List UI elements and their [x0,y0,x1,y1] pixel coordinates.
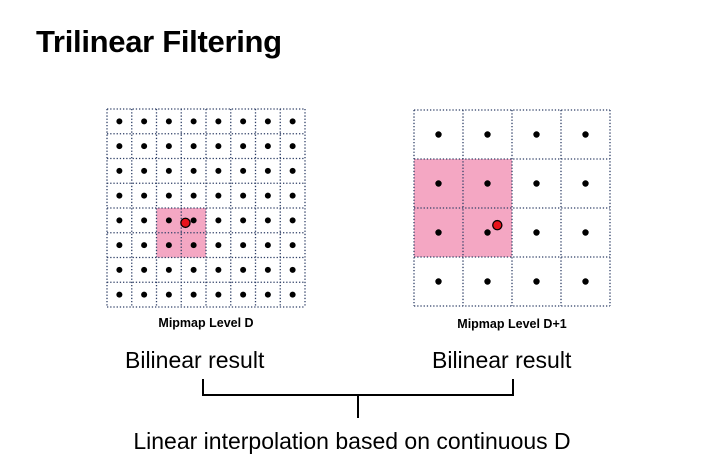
texel-center-dot [289,242,296,249]
texel-center-dot [264,266,271,273]
texel-center-dot [240,118,247,125]
texel-center-dot [190,217,197,224]
texel-center-dot [484,180,491,187]
texel-center-dot [240,167,247,174]
texel-center-dot [240,266,247,273]
texel-center-dot [190,118,197,125]
sample-point [492,219,503,231]
mipmap-level-d-plus-1-caption: Mipmap Level D+1 [457,317,567,331]
texel-center-dot [289,291,296,298]
texel-center-dot [533,180,540,187]
texel-center-dot [165,242,172,249]
texel-center-dot [116,167,123,174]
texel-center-dot [165,167,172,174]
texel-center-dot [141,167,148,174]
texel-center-dot [289,167,296,174]
texel-center-dot [165,266,172,273]
texel-center-dot [264,167,271,174]
texel-center-dot [215,242,222,249]
texel-center-dot [435,131,442,138]
texel-center-dot [264,242,271,249]
texel-center-dot [215,192,222,199]
texel-center-dot [435,229,442,236]
texel-center-dot [264,217,271,224]
sample-point [180,217,191,229]
bilinear-result-right: Bilinear result [432,347,572,373]
texel-center-dot [116,242,123,249]
texel-center-dot [264,192,271,199]
texel-center-dot [141,118,148,125]
texel-center-dot [264,118,271,125]
texel-center-dot [165,143,172,150]
linear-interpolation-label: Linear interpolation based on continuous… [133,428,571,454]
texel-center-dot [289,192,296,199]
texel-center-dot [533,278,540,285]
texel-center-dot [264,143,271,150]
texel-center-dot [190,266,197,273]
texel-center-dot [582,229,589,236]
texel-center-dot [289,143,296,150]
texel-center-dot [116,266,123,273]
texel-center-dot [533,229,540,236]
texel-center-dot [582,278,589,285]
texel-center-dot [289,118,296,125]
texel-center-dot [141,242,148,249]
texel-center-dot [289,266,296,273]
texel-center-dot [190,192,197,199]
mipmap-grid-level-d [106,108,306,308]
texel-center-dot [435,180,442,187]
texel-center-dot [116,291,123,298]
texel-center-dot [240,291,247,298]
texel-center-dot [240,143,247,150]
texel-center-dot [215,266,222,273]
texel-center-dot [289,217,296,224]
texel-center-dot [141,291,148,298]
texel-center-dot [215,118,222,125]
texel-center-dot [141,266,148,273]
texel-center-dot [165,291,172,298]
texel-center-dot [484,229,491,236]
texel-center-dot [533,131,540,138]
texel-center-dot [582,180,589,187]
texel-center-dot [190,143,197,150]
texel-center-dot [116,217,123,224]
texel-center-dot [240,242,247,249]
texel-center-dot [116,118,123,125]
texel-center-dot [141,192,148,199]
texel-center-dot [190,167,197,174]
texel-center-dot [435,278,442,285]
texel-center-dot [215,291,222,298]
texel-center-dot [141,217,148,224]
texel-center-dot [141,143,148,150]
mipmap-level-d-caption: Mipmap Level D [158,316,254,330]
texel-center-dot [165,118,172,125]
mipmap-grid-level-d-plus-1 [413,109,611,307]
texel-center-dot [484,131,491,138]
texel-center-dot [215,167,222,174]
texel-center-dot [582,131,589,138]
texel-center-dot [484,278,491,285]
texel-center-dot [165,192,172,199]
texel-center-dot [264,291,271,298]
texel-center-dot [165,217,172,224]
texel-center-dot [240,217,247,224]
texel-center-dot [215,143,222,150]
texel-center-dot [116,143,123,150]
bilinear-result-left: Bilinear result [125,347,265,373]
slide-title: Trilinear Filtering [36,24,282,59]
texel-center-dot [190,291,197,298]
texel-center-dot [240,192,247,199]
texel-center-dot [190,242,197,249]
texel-center-dot [215,217,222,224]
texel-center-dot [116,192,123,199]
